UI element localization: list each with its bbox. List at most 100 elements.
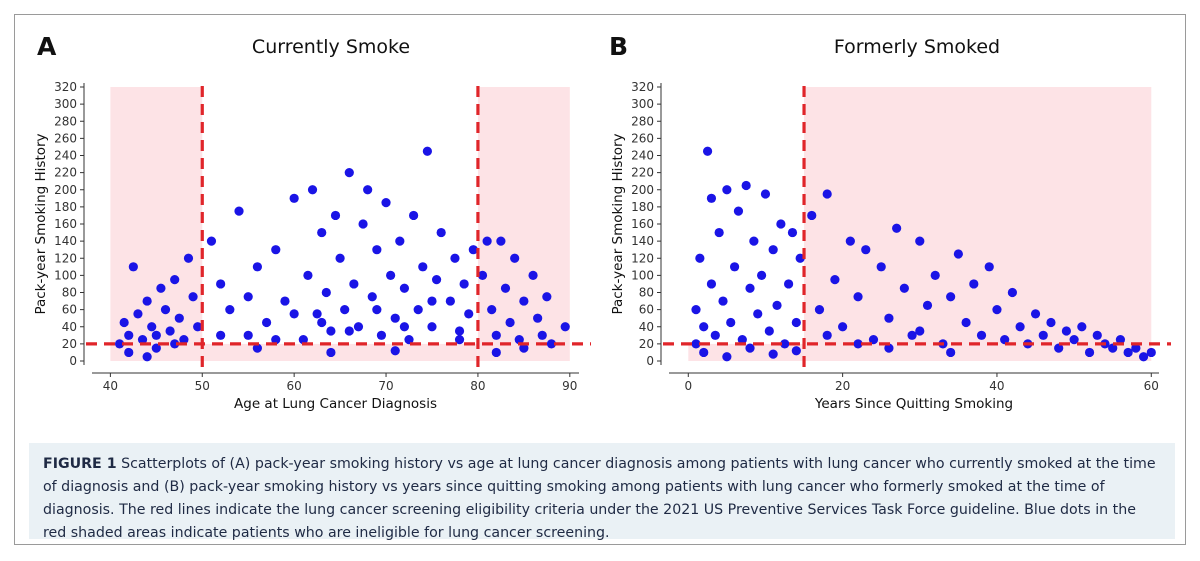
x-tick-label: 50 bbox=[195, 379, 210, 393]
data-point bbox=[482, 236, 492, 246]
data-point bbox=[381, 197, 391, 208]
data-point bbox=[390, 313, 400, 323]
data-point bbox=[422, 146, 432, 156]
data-point bbox=[714, 227, 724, 238]
x-tick-label: 60 bbox=[1144, 379, 1159, 393]
panel-b: B Formerly Smoked 0 20 40 60 80 100 120 140 160 180… bbox=[609, 32, 1171, 412]
ineligible-region bbox=[804, 87, 1152, 361]
data-point bbox=[784, 279, 794, 289]
data-point bbox=[733, 206, 744, 216]
y-tick-label: 240 bbox=[631, 149, 654, 163]
figure-caption: FIGURE 1 Scatterplots of (A) pack-year s… bbox=[29, 443, 1175, 541]
y-tick-label: 220 bbox=[54, 166, 77, 180]
data-point bbox=[477, 270, 488, 280]
data-point bbox=[560, 322, 570, 332]
data-point bbox=[500, 283, 511, 293]
data-point bbox=[969, 279, 979, 289]
y-tick-label: 40 bbox=[62, 320, 77, 334]
ineligible-region bbox=[477, 87, 570, 361]
y-tick-label: 0 bbox=[646, 354, 654, 368]
y-tick-label: 0 bbox=[69, 354, 77, 368]
data-point bbox=[542, 292, 552, 302]
data-point bbox=[363, 185, 373, 195]
data-point bbox=[892, 223, 902, 233]
data-point bbox=[961, 317, 971, 328]
data-point bbox=[1131, 343, 1141, 353]
data-point bbox=[358, 219, 368, 229]
data-point bbox=[326, 326, 336, 336]
y-tick-label: 40 bbox=[639, 320, 654, 334]
data-point bbox=[868, 334, 879, 345]
data-point bbox=[289, 193, 299, 203]
data-point bbox=[519, 296, 529, 306]
data-point bbox=[399, 283, 410, 293]
data-point bbox=[745, 283, 755, 293]
data-point bbox=[353, 322, 364, 332]
data-point bbox=[436, 227, 446, 238]
data-point bbox=[151, 330, 161, 340]
data-point bbox=[884, 313, 894, 323]
data-point bbox=[1046, 317, 1056, 328]
data-point bbox=[691, 339, 701, 349]
ineligible-region bbox=[110, 87, 203, 361]
data-point bbox=[853, 292, 863, 302]
data-point bbox=[142, 352, 152, 362]
y-tick-label: 320 bbox=[631, 80, 654, 94]
data-point bbox=[261, 317, 272, 328]
scatter-points bbox=[114, 146, 570, 362]
y-tick-label: 300 bbox=[631, 97, 654, 111]
y-tick-label: 260 bbox=[54, 131, 77, 145]
x-tick-label: 70 bbox=[378, 379, 393, 393]
data-point bbox=[124, 330, 134, 340]
data-point bbox=[1084, 347, 1095, 358]
data-point bbox=[514, 334, 524, 345]
x-tick-label: 40 bbox=[989, 379, 1004, 393]
data-point bbox=[984, 262, 994, 272]
data-point bbox=[487, 305, 497, 315]
data-point bbox=[726, 317, 736, 328]
data-point bbox=[427, 322, 437, 332]
data-point bbox=[491, 330, 501, 340]
data-point bbox=[691, 305, 701, 315]
panel-title: Formerly Smoked bbox=[834, 36, 1000, 58]
data-point bbox=[787, 227, 798, 238]
data-point bbox=[749, 236, 759, 246]
x-axis-label: Age at Lung Cancer Diagnosis bbox=[234, 396, 437, 412]
y-tick-label: 180 bbox=[54, 200, 77, 214]
x-tick-label: 90 bbox=[562, 379, 577, 393]
data-point bbox=[165, 326, 175, 336]
data-point bbox=[780, 339, 790, 349]
data-point bbox=[193, 322, 203, 332]
data-point bbox=[271, 245, 281, 255]
data-point bbox=[768, 245, 778, 255]
data-point bbox=[722, 352, 732, 362]
y-tick-label: 160 bbox=[631, 217, 654, 231]
data-point bbox=[183, 253, 194, 263]
data-point bbox=[1077, 322, 1087, 332]
data-point bbox=[317, 317, 327, 328]
y-tick-label: 280 bbox=[54, 114, 77, 128]
data-point bbox=[174, 313, 184, 323]
data-point bbox=[124, 347, 134, 358]
data-point bbox=[188, 292, 198, 302]
data-point bbox=[791, 317, 801, 328]
data-point bbox=[160, 305, 171, 315]
data-point bbox=[822, 189, 832, 199]
data-point bbox=[776, 219, 786, 229]
y-tick-label: 300 bbox=[54, 97, 77, 111]
data-point bbox=[853, 339, 863, 349]
data-point bbox=[307, 185, 318, 195]
y-tick-label: 180 bbox=[631, 200, 654, 214]
data-point bbox=[1061, 326, 1072, 336]
data-point bbox=[702, 146, 713, 156]
data-point bbox=[1030, 309, 1041, 319]
data-point bbox=[133, 309, 143, 319]
data-point bbox=[413, 305, 423, 315]
data-point bbox=[764, 326, 774, 336]
data-point bbox=[418, 262, 428, 272]
data-point bbox=[454, 326, 465, 336]
data-point bbox=[147, 322, 157, 332]
data-point bbox=[1146, 347, 1156, 358]
data-point bbox=[289, 309, 299, 319]
data-point bbox=[468, 245, 478, 255]
